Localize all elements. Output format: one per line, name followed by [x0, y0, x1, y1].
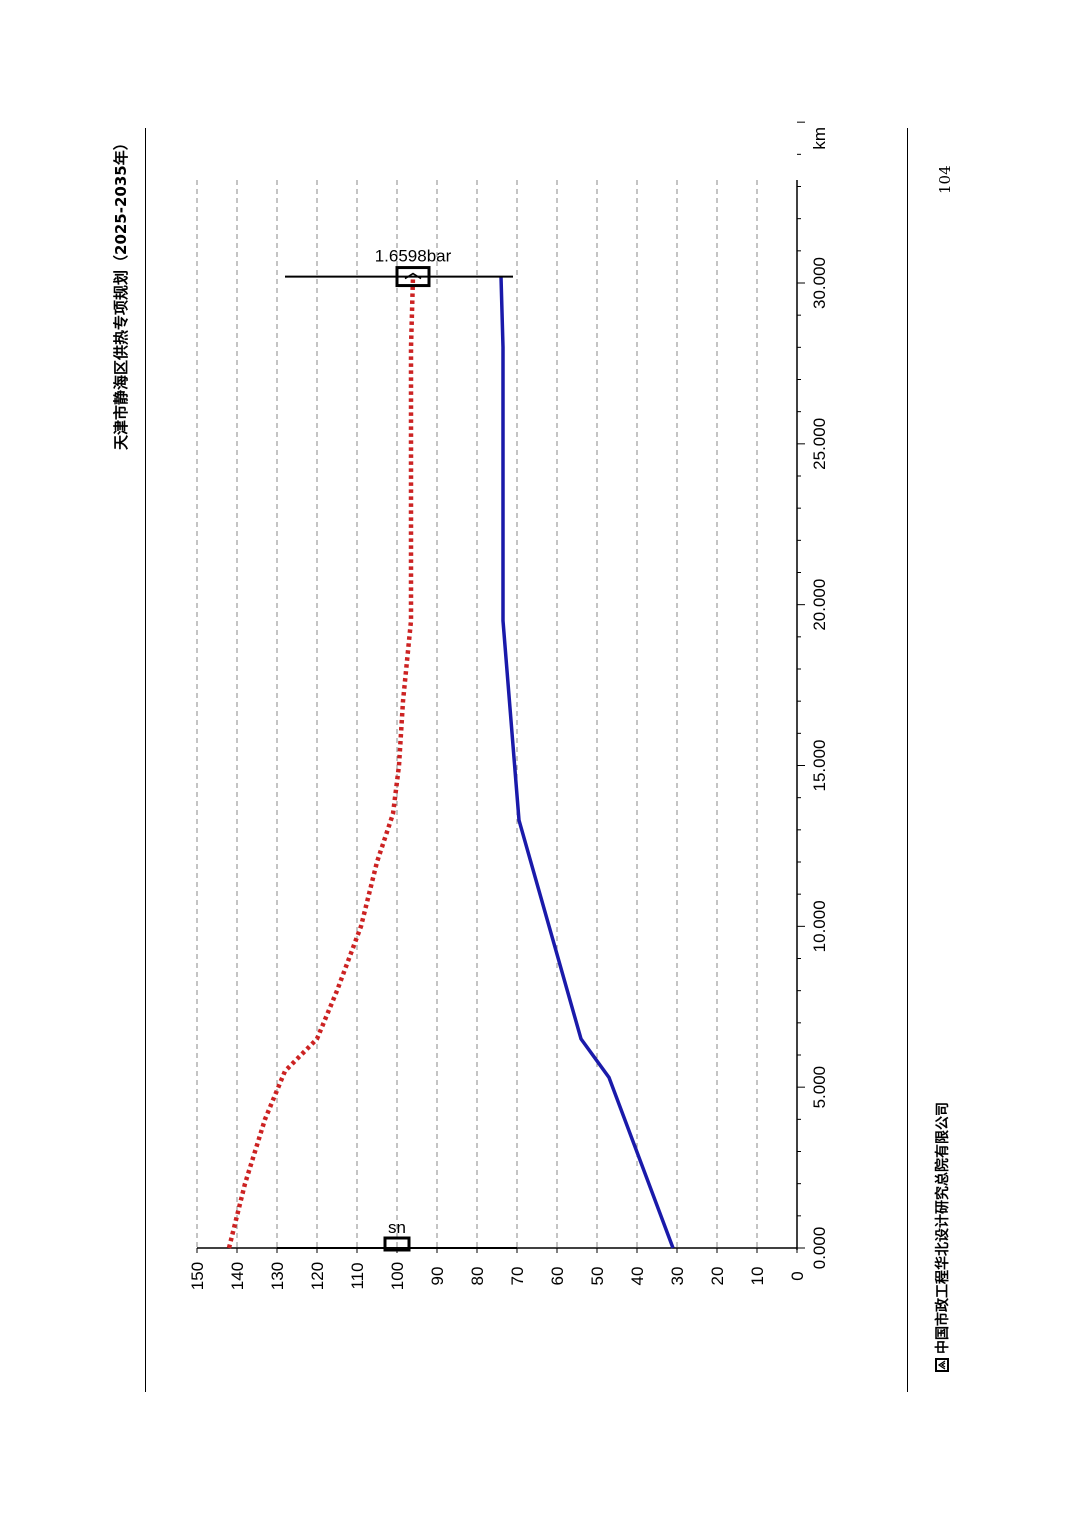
- series-line: [226, 276, 416, 1249]
- y-tick-label: 50: [588, 1267, 607, 1286]
- x-axis-title: km: [810, 127, 829, 150]
- company-logo-icon: [935, 1358, 949, 1372]
- y-tick-label: 100: [388, 1262, 407, 1290]
- y-tick-label: 80: [468, 1267, 487, 1286]
- x-tick-label: 10.000: [810, 900, 829, 952]
- y-tick-label: 10: [748, 1267, 767, 1286]
- y-tick-label: 130: [268, 1262, 287, 1290]
- y-tick-label: 150: [188, 1262, 207, 1290]
- y-tick-label: 120: [308, 1262, 327, 1290]
- y-tick-label: 70: [508, 1267, 527, 1286]
- y-tick-label: 0: [788, 1271, 807, 1280]
- y-tick-label: 30: [668, 1267, 687, 1286]
- marker-box: [395, 266, 431, 288]
- x-tick-label: 30.000: [810, 257, 829, 309]
- marker-box: [383, 1236, 411, 1252]
- y-tick-label: 20: [708, 1267, 727, 1286]
- y-tick-label: 40: [628, 1267, 647, 1286]
- series-line: [499, 276, 675, 1249]
- y-tick-label: 60: [548, 1267, 567, 1286]
- marker-label: sn: [388, 1218, 406, 1237]
- header-rule: [145, 128, 146, 1392]
- y-tick-label: 90: [428, 1267, 447, 1286]
- marker-label: 1.6598bar: [375, 247, 452, 266]
- x-tick-label: 20.000: [810, 579, 829, 631]
- marker-arrow: [404, 272, 422, 280]
- y-tick-label: 140: [228, 1262, 247, 1290]
- y-tick-label: 110: [348, 1262, 367, 1289]
- x-tick-label: 15.000: [810, 740, 829, 792]
- x-tick-label: 5.000: [810, 1066, 829, 1109]
- footer-company-block: 中国市政工程华北设计研究总院有限公司: [932, 1102, 952, 1372]
- x-tick-label: 25.000: [810, 418, 829, 470]
- footer-rule: [907, 128, 908, 1392]
- x-tick-label: 0.000: [810, 1227, 829, 1270]
